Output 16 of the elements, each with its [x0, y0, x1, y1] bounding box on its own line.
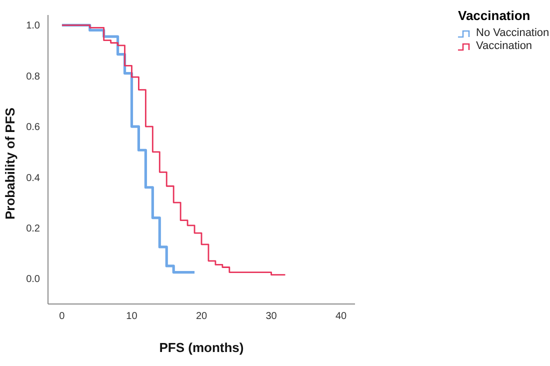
y-tick-label: 0.8: [26, 71, 40, 82]
y-tick-label: 0.2: [26, 223, 40, 234]
y-tick-label: 0.6: [26, 122, 40, 134]
x-tick-label: 0: [59, 311, 66, 322]
legend-label: No Vaccination: [476, 27, 550, 40]
y-tick-label: 0.4: [26, 172, 40, 184]
y-tick-label: 0.0: [26, 274, 40, 286]
x-tick-label: 40: [335, 311, 348, 322]
x-tick-label: 20: [196, 311, 208, 322]
legend-title: Vaccination: [458, 8, 532, 23]
legend-label: Vaccination: [476, 40, 532, 53]
x-tick-label: 10: [126, 311, 138, 322]
x-tick-label: 30: [266, 311, 278, 322]
y-tick-label: 1.0: [26, 20, 40, 32]
y-axis-title: Probability of PFS: [2, 107, 18, 220]
x-axis-title: PFS (months): [159, 340, 244, 355]
